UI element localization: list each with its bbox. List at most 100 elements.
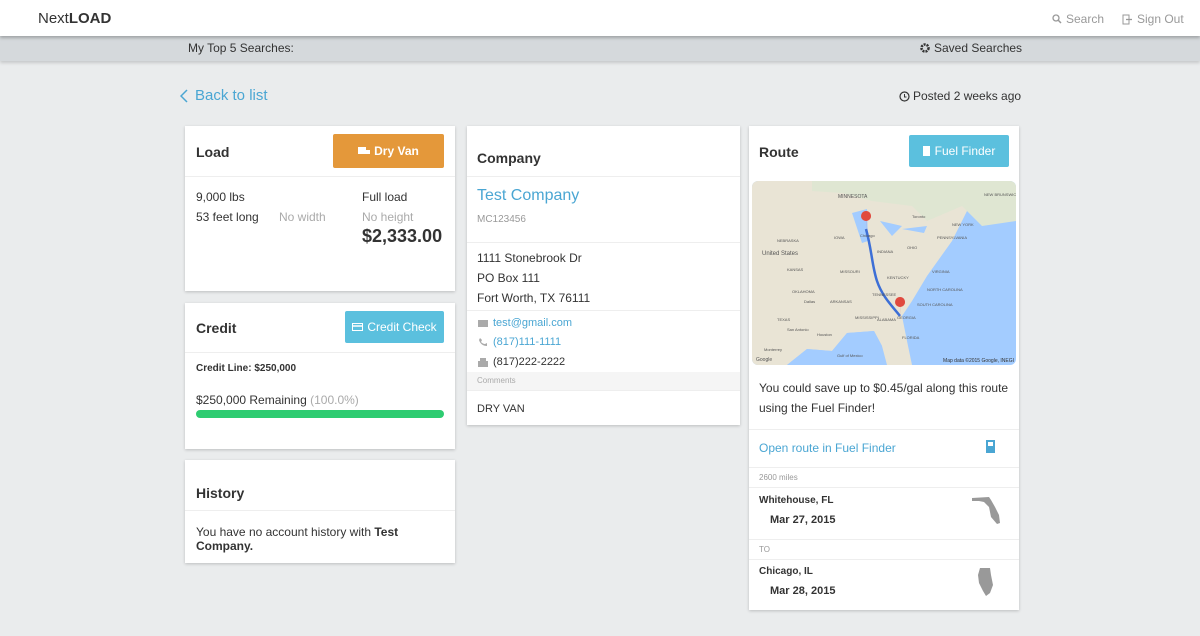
divider [749, 429, 1019, 430]
divider [185, 176, 455, 177]
address-line: 1111 Stonebrook Dr [477, 251, 582, 265]
map-label: GEORGIA [897, 315, 916, 320]
divider [467, 390, 740, 391]
divider [749, 539, 1019, 540]
load-title: Load [196, 144, 230, 160]
remaining-percent: (100.0%) [310, 393, 359, 407]
brand-light: Next [38, 10, 69, 27]
load-card: Load Dry Van 9,000 lbs 53 feet long No w… [185, 126, 455, 291]
company-name[interactable]: Test Company [477, 187, 580, 204]
divider [467, 176, 740, 177]
fax-row: (817)222-2222 [478, 356, 565, 368]
comments-header: Comments [467, 372, 740, 390]
origin-date: Mar 27, 2015 [770, 514, 836, 526]
history-card: History You have no account history with… [185, 460, 455, 563]
map-label: United States [762, 251, 798, 257]
route-map[interactable]: MINNESOTA Toronto NEW BRUNSWICK NEBRASKA IOW… [752, 181, 1016, 365]
email-row: test@gmail.com [478, 317, 572, 329]
map-label: Toronto [912, 214, 926, 219]
history-text: You have no account history with Test Co… [196, 525, 455, 553]
map-label: ARKANSAS [830, 299, 852, 304]
map-label: PENNSYLVANIA [937, 235, 967, 240]
map-label: Monterrey [764, 347, 782, 352]
great-lakes [852, 209, 927, 243]
top-searches: My Top 5 Searches: [188, 41, 294, 55]
credit-progress [196, 410, 444, 418]
signout-text: Sign Out [1137, 12, 1184, 26]
map-label: Houston [817, 332, 832, 337]
signout-link[interactable]: Sign Out [1122, 12, 1184, 26]
phone[interactable]: (817)111-1111 [493, 336, 562, 348]
back-link[interactable]: Back to list [180, 87, 268, 104]
credit-line: Credit Line: $250,000 [196, 363, 296, 374]
map-label: NEBRASKA [777, 238, 799, 243]
map-label: OKLAHOMA [792, 289, 815, 294]
posted-text: Posted 2 weeks ago [913, 89, 1022, 103]
divider [467, 242, 740, 243]
route-line [864, 228, 901, 317]
map-label: KANSAS [787, 267, 804, 272]
load-type: Full load [362, 190, 408, 204]
history-company: Test Company. [196, 525, 399, 553]
email[interactable]: test@gmail.com [493, 317, 573, 329]
distance: 2600 miles [759, 473, 798, 482]
map-label: San Antonio [787, 327, 809, 332]
map-label: VIRGINIA [932, 269, 950, 274]
dry-van-badge[interactable]: Dry Van [333, 134, 444, 168]
map-credit: Map data ©2015 Google, INEGI [943, 357, 1014, 364]
divider [185, 352, 455, 353]
open-route-link[interactable]: Open route in Fuel Finder [759, 441, 896, 455]
brand[interactable]: NextLOAD [38, 10, 111, 27]
credit-check-button[interactable]: Credit Check [345, 311, 444, 343]
route-card: Route Fuel Finder MINNESOTA Toronto NEW BR… [749, 126, 1019, 610]
fuel-finder-button[interactable]: Fuel Finder [909, 135, 1009, 167]
credit-card: Credit Credit Check Credit Line: $250,00… [185, 303, 455, 449]
map-label: Gulf of Mexico [837, 353, 863, 358]
mc-number: MC123456 [477, 214, 526, 225]
card-icon [352, 323, 364, 331]
credit-line-label: Credit Line: [196, 363, 252, 374]
destination-date: Mar 28, 2015 [770, 585, 836, 597]
gulf [787, 331, 882, 365]
back-chevron [180, 88, 188, 103]
posted: Posted 2 weeks ago [899, 89, 1021, 103]
fuel-pump-icon [986, 440, 995, 453]
land [752, 181, 967, 365]
back-text: Back to list [195, 87, 268, 104]
width: No width [279, 210, 326, 224]
fuel-finder-text: Fuel Finder [934, 144, 996, 158]
clock-icon [899, 90, 910, 102]
map-label: MISSISSIPPI [855, 315, 879, 320]
address-line: Fort Worth, TX 76111 [477, 291, 591, 305]
divider [467, 310, 740, 311]
map-label: IOWA [834, 235, 845, 240]
subbar: My Top 5 Searches: Saved Searches [0, 36, 1200, 61]
illinois-shape [978, 568, 993, 596]
map-label: FLORIDA [902, 335, 920, 340]
divider [749, 467, 1019, 468]
company-title: Company [477, 150, 541, 166]
map-label: Google [756, 357, 772, 363]
map-label: OHIO [907, 245, 917, 250]
credit-title: Credit [196, 320, 237, 336]
map-label: TEXAS [777, 317, 790, 322]
fuel-icon [922, 146, 930, 156]
address-line: PO Box 111 [477, 271, 540, 285]
saved-searches[interactable]: Saved Searches [920, 41, 1022, 55]
gear-icon [920, 43, 930, 53]
map-label: Chicago [860, 233, 875, 238]
marker-a [895, 297, 906, 321]
canada [812, 181, 1016, 226]
weight: 9,000 lbs [196, 190, 245, 204]
credit-check-text: Credit Check [367, 320, 437, 334]
brand-bold: LOAD [68, 10, 112, 27]
badge-text: Dry Van [374, 144, 419, 158]
map-label: MINNESOTA [838, 194, 868, 200]
florida-shape [972, 497, 1000, 524]
search-link[interactable]: Search [1052, 12, 1104, 26]
map-label: INDIANA [877, 249, 894, 254]
height: No height [362, 210, 414, 224]
remaining: $250,000 Remaining (100.0%) [196, 393, 359, 407]
remaining-text: $250,000 Remaining [196, 393, 307, 407]
